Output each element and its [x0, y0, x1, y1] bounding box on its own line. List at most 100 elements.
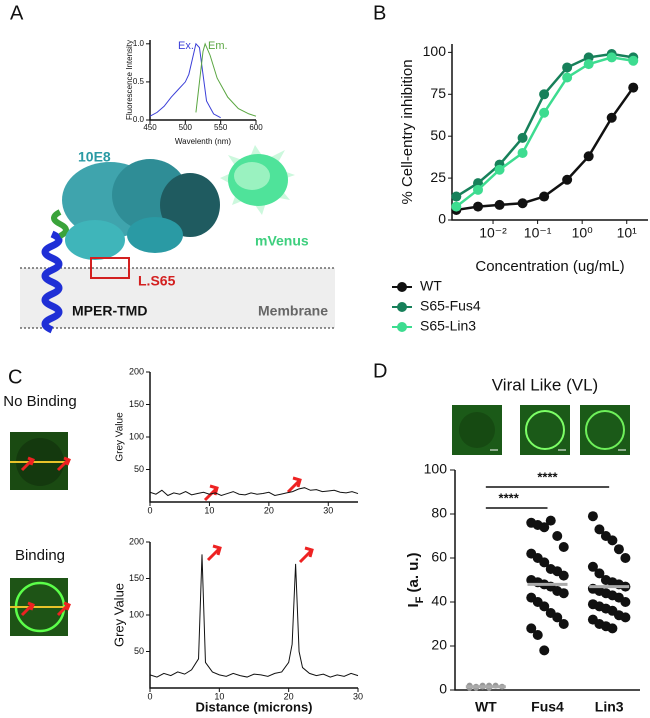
x-tick-label: 10 — [204, 505, 214, 515]
data-point — [587, 511, 598, 522]
y-axis-label: Fluorescence Intensity — [125, 40, 134, 120]
data-point — [594, 568, 605, 579]
x-tick-label: 20 — [284, 691, 294, 701]
data-point — [451, 201, 462, 212]
x-tick-label: 0 — [147, 505, 152, 515]
data-point — [606, 112, 617, 123]
y-tick-label: 200 — [129, 366, 144, 376]
y-tick-label: 100 — [424, 461, 448, 477]
x-tick-label: 10⁰ — [572, 225, 594, 241]
series-line — [149, 554, 359, 678]
data-point — [473, 184, 484, 195]
data-point — [594, 524, 605, 535]
condition-label: Binding — [15, 547, 65, 564]
x-axis-label: Concentration (ug/mL) — [475, 258, 624, 275]
y-tick-label: 80 — [431, 505, 447, 521]
structure-label: MPER-TMD — [72, 303, 147, 319]
structure — [20, 145, 335, 334]
condition-label: No Binding — [3, 393, 76, 410]
panel-label: C — [8, 366, 22, 388]
data-point — [517, 132, 528, 143]
series-line — [149, 42, 221, 119]
data-point — [620, 597, 631, 607]
x-tick-label: 30 — [353, 691, 363, 701]
y-label-part: F — [414, 596, 426, 603]
data-point — [494, 199, 505, 210]
series-line — [195, 42, 257, 117]
data-point — [539, 191, 550, 202]
data-point — [613, 544, 624, 555]
data-point — [473, 201, 484, 212]
data-point — [606, 52, 617, 63]
legend-label: Em. — [208, 40, 228, 52]
y-tick-label: 50 — [134, 464, 144, 474]
x-tick-label: 10 — [214, 691, 224, 701]
y-tick-label: 0 — [438, 211, 446, 227]
x-tick-label: 20 — [264, 505, 274, 515]
panel-label: A — [10, 2, 24, 24]
data-point — [545, 515, 556, 526]
data-point — [583, 59, 594, 70]
y-axis-label: % Cell-entry inhibition — [399, 59, 416, 204]
x-tick-label: 30 — [323, 505, 333, 515]
legend-marker — [397, 302, 407, 312]
legend-label: Ex. — [178, 40, 194, 52]
axis — [149, 542, 358, 689]
data-point — [451, 191, 462, 202]
y-tick-label: 20 — [431, 637, 447, 653]
significance-label: **** — [499, 490, 520, 505]
data-point — [628, 55, 639, 66]
x-tick-label: WT — [475, 699, 497, 715]
legend-label: WT — [420, 278, 442, 294]
y-tick-label: 25 — [430, 169, 446, 185]
legend-marker — [397, 282, 407, 292]
data-point — [607, 535, 618, 546]
data-point — [628, 82, 639, 93]
data-point — [558, 570, 569, 581]
y-tick-label: 0 — [439, 681, 447, 697]
x-tick-label: 550 — [214, 123, 228, 132]
y-tick-label: 0.0 — [133, 115, 145, 124]
y-axis-label: Grey Value — [111, 583, 126, 647]
legend-label: S65-Lin3 — [420, 318, 476, 334]
data-point — [620, 612, 631, 623]
data-point — [539, 522, 550, 533]
x-tick-label: 10¹ — [617, 225, 638, 241]
series-line — [149, 487, 359, 497]
series-line — [455, 56, 634, 208]
x-tick-label: 10⁻² — [479, 225, 507, 241]
legend-marker — [397, 322, 407, 332]
micrograph — [452, 405, 630, 455]
y-tick-label: 200 — [129, 536, 144, 546]
data-point — [552, 612, 563, 623]
data-point — [562, 174, 573, 185]
data-point — [532, 630, 543, 640]
data-point — [539, 107, 550, 118]
data-point — [539, 645, 550, 656]
data-point — [562, 62, 573, 73]
data-point — [539, 89, 550, 100]
structure-label: 10E8 — [78, 149, 111, 165]
y-tick-label: 40 — [431, 593, 447, 609]
data-point — [494, 164, 505, 175]
data-point — [620, 553, 631, 563]
y-tick-label: 100 — [129, 609, 144, 619]
x-tick-label: 10⁻¹ — [524, 225, 552, 241]
data-point — [517, 147, 528, 158]
data-point — [539, 601, 550, 612]
y-tick-label: 1.0 — [133, 39, 145, 48]
chart-title: Viral Like (VL) — [492, 375, 598, 394]
x-tick-label: Fus4 — [531, 699, 564, 715]
x-axis-label: Wavelenth (nm) — [175, 137, 232, 146]
y-tick-label: 50 — [134, 646, 144, 656]
x-axis-label: Distance (microns) — [195, 699, 312, 714]
data-point — [562, 72, 573, 83]
structure-label: mVenus — [255, 233, 309, 249]
y-tick-label: 150 — [129, 399, 144, 409]
x-tick-label: 600 — [249, 123, 263, 132]
structure-label: L.S65 — [138, 273, 176, 289]
y-tick-label: 150 — [129, 573, 144, 583]
x-tick-label: Lin3 — [595, 699, 624, 715]
y-label-part: (a. u.) — [405, 552, 422, 596]
